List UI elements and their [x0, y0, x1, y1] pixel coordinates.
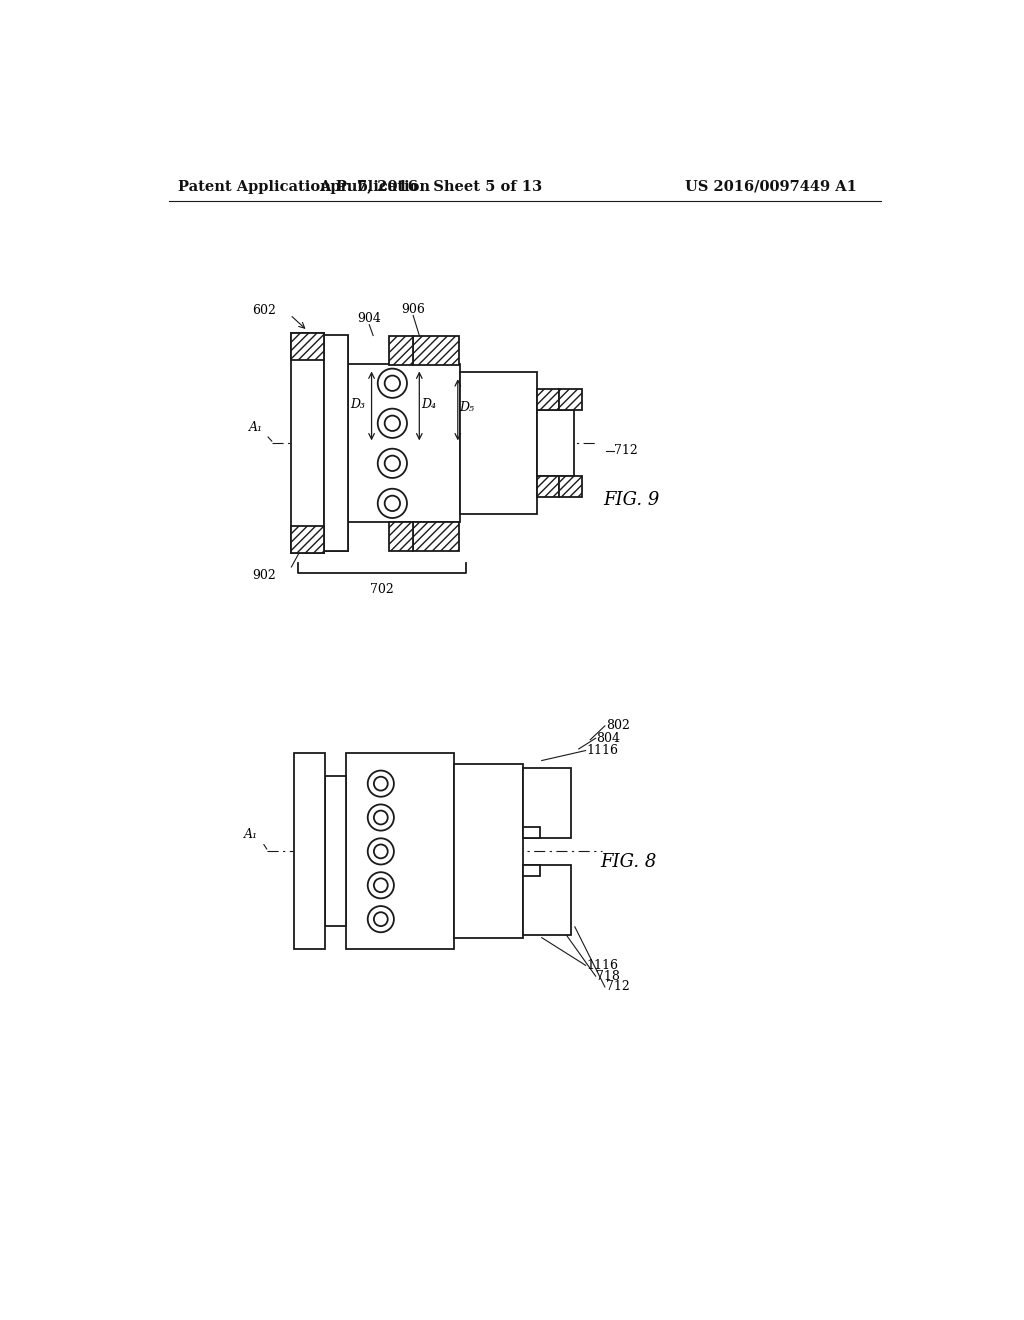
Circle shape	[368, 804, 394, 830]
Bar	[324, 335, 348, 552]
Text: 1116: 1116	[587, 744, 618, 758]
Bar	[294, 752, 325, 949]
Text: 804: 804	[596, 731, 621, 744]
Bar	[538, 475, 559, 498]
Bar	[413, 521, 460, 552]
Bar	[523, 866, 571, 935]
Bar	[413, 335, 460, 364]
Bar	[454, 764, 523, 937]
Bar	[523, 866, 541, 876]
Bar	[324, 335, 348, 364]
Circle shape	[378, 409, 407, 438]
Text: A₁: A₁	[249, 421, 263, 434]
Text: Patent Application Publication: Patent Application Publication	[178, 180, 430, 194]
Bar	[538, 411, 574, 475]
Text: 602: 602	[252, 305, 276, 317]
Circle shape	[374, 878, 388, 892]
Circle shape	[368, 906, 394, 932]
Circle shape	[378, 488, 407, 517]
Circle shape	[385, 375, 400, 391]
Circle shape	[385, 416, 400, 432]
Text: D₄: D₄	[421, 397, 436, 411]
Circle shape	[368, 873, 394, 899]
Bar	[292, 525, 324, 553]
Circle shape	[374, 912, 388, 927]
Bar	[388, 335, 413, 364]
Circle shape	[378, 368, 407, 397]
Text: FIG. 8: FIG. 8	[600, 853, 657, 871]
Text: 904: 904	[357, 312, 381, 325]
Text: 906: 906	[401, 302, 425, 315]
Text: D₅: D₅	[460, 401, 474, 414]
Circle shape	[368, 838, 394, 865]
Bar	[559, 388, 582, 411]
Text: 718: 718	[596, 970, 621, 982]
Bar	[324, 521, 348, 552]
Circle shape	[374, 776, 388, 791]
Bar	[460, 372, 538, 515]
Text: Apr. 7, 2016   Sheet 5 of 13: Apr. 7, 2016 Sheet 5 of 13	[319, 180, 543, 194]
Bar	[292, 333, 324, 360]
Text: 712: 712	[614, 445, 638, 458]
Text: 712: 712	[605, 981, 630, 994]
Text: FIG. 9: FIG. 9	[603, 491, 660, 510]
Text: US 2016/0097449 A1: US 2016/0097449 A1	[685, 180, 857, 194]
Text: 702: 702	[370, 583, 394, 597]
Bar	[348, 364, 460, 521]
Bar	[325, 776, 346, 927]
Circle shape	[374, 810, 388, 825]
Circle shape	[378, 449, 407, 478]
Circle shape	[385, 496, 400, 511]
Text: D₃: D₃	[350, 397, 366, 411]
Circle shape	[374, 845, 388, 858]
Circle shape	[368, 771, 394, 797]
Bar	[523, 768, 571, 838]
Bar	[346, 752, 454, 949]
Text: A₁: A₁	[244, 829, 258, 841]
Circle shape	[385, 455, 400, 471]
Bar	[292, 333, 324, 553]
Text: 802: 802	[605, 719, 630, 733]
Text: 902: 902	[252, 569, 276, 582]
Bar	[559, 475, 582, 498]
Bar	[538, 388, 559, 411]
Bar	[388, 521, 413, 552]
Text: 1116: 1116	[587, 958, 618, 972]
Bar	[523, 826, 541, 838]
